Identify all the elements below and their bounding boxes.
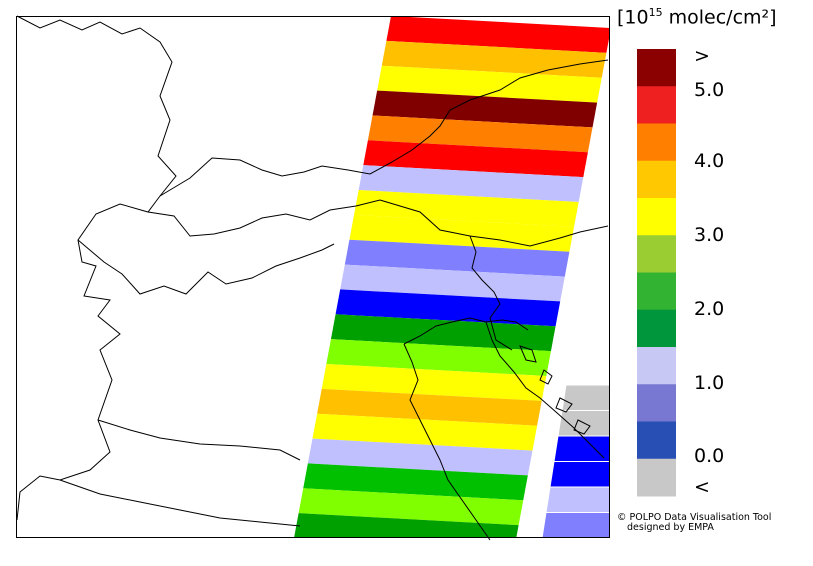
country-borders xyxy=(16,15,609,541)
credit-line-1: © POLPO Data Visualisation Tool xyxy=(617,512,772,523)
colorbar-tick-label: 2.0 xyxy=(694,298,725,320)
colorbar-tick-label: 3.0 xyxy=(694,224,725,246)
colorbar-bin xyxy=(637,160,676,199)
slovenia-border xyxy=(469,235,513,351)
credit-line-2: designed by EMPA xyxy=(627,522,714,533)
colorbar-bin xyxy=(637,347,676,385)
swath-pixel xyxy=(294,513,519,538)
istria-croatia-coast xyxy=(485,321,605,459)
swath-pixel xyxy=(545,486,611,513)
swath-pixel xyxy=(335,289,561,327)
swath-pixel xyxy=(549,461,611,488)
swath-pixel xyxy=(326,339,551,376)
colorbar-tick-label: 1.0 xyxy=(694,372,725,394)
colorbar xyxy=(637,49,676,497)
colorbar-bin xyxy=(637,123,676,162)
credit-text: © POLPO Data Visualisation Tool designed… xyxy=(617,513,771,533)
colorbar-tick-label: 4.0 xyxy=(694,150,725,172)
swath-pixel xyxy=(381,40,607,78)
colorbar-tick-label: > xyxy=(694,45,710,67)
colorbar-bin xyxy=(637,235,676,273)
swath-pixel xyxy=(367,115,593,153)
swath-pixel xyxy=(363,140,588,178)
swath-pixel xyxy=(358,165,584,202)
italy-south-border xyxy=(59,479,301,527)
colorbar-bin xyxy=(637,421,676,460)
swath-pixel xyxy=(349,214,575,252)
colorbar-bin xyxy=(637,198,676,236)
swiss-border xyxy=(159,59,609,197)
colorbar-tick-label: < xyxy=(694,476,710,498)
swath-pixel xyxy=(344,239,570,277)
swath-pixel xyxy=(354,190,579,227)
satellite-swath xyxy=(294,16,610,538)
colorbar-bin xyxy=(637,86,676,124)
swath-pixel xyxy=(321,364,547,401)
colorbar-bin xyxy=(637,384,676,422)
swath-pixel xyxy=(307,438,533,476)
swath-pixel xyxy=(553,435,611,462)
swath-pixel xyxy=(541,512,611,539)
north-italy-coast xyxy=(403,317,529,345)
unit-exponent: 15 xyxy=(648,6,663,19)
swath-pixel xyxy=(303,463,528,501)
colorbar-tick-label: 5.0 xyxy=(694,79,725,101)
swath-pixel xyxy=(317,388,542,426)
unit-prefix: [10 xyxy=(617,6,649,29)
swath-pixel xyxy=(298,488,524,526)
adriatic-west-coast xyxy=(403,343,491,541)
swath-pixel xyxy=(312,413,538,451)
tuscany-border xyxy=(97,419,301,461)
colorbar-bin xyxy=(637,272,676,311)
colorbar-unit-label: [1015 molec/cm²] xyxy=(617,6,777,28)
swath-pixel xyxy=(372,90,598,128)
croatian-islands xyxy=(519,345,591,435)
colorbar-tick-label: 0.0 xyxy=(694,445,725,467)
swath-pixel xyxy=(377,65,602,103)
alps-border xyxy=(147,199,609,247)
colorbar-bin xyxy=(637,458,676,497)
swath-pixel xyxy=(561,384,611,411)
unit-suffix: molec/cm²] xyxy=(662,6,777,29)
colorbar-bin xyxy=(637,49,676,87)
italy-inner-border xyxy=(77,239,335,295)
france-italy-border xyxy=(16,15,177,521)
secondary-swath xyxy=(541,384,611,539)
swath-pixel xyxy=(386,16,610,53)
map-frame xyxy=(16,16,610,538)
colorbar-bin xyxy=(637,309,676,348)
swath-pixel xyxy=(340,264,565,302)
